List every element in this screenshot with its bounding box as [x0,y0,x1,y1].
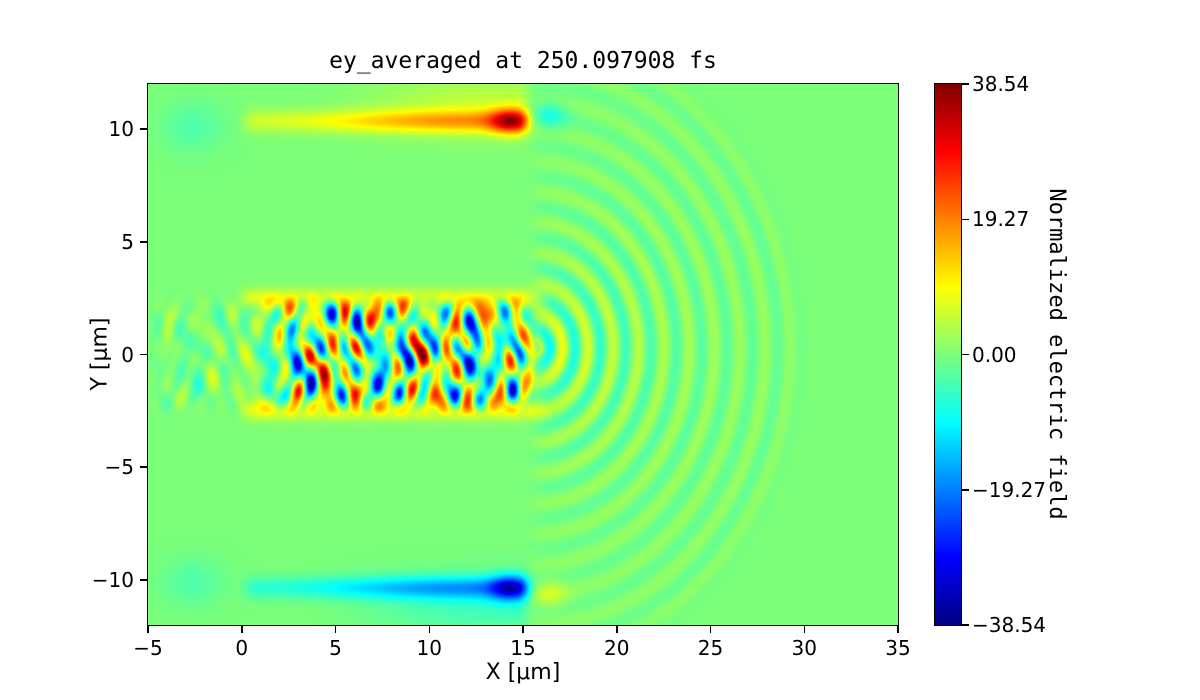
x-tick-label: 30 [791,636,817,660]
x-tick-mark [241,626,243,633]
y-tick-mark [140,128,147,130]
x-tick-label: 25 [697,636,724,660]
y-tick-label: 5 [121,229,134,254]
x-tick-label: 15 [510,636,536,660]
y-tick-mark [140,579,147,581]
y-tick-label: 10 [108,117,134,142]
x-tick-label: 10 [416,636,442,660]
x-tick-mark [428,626,430,633]
y-tick-mark [140,241,147,243]
x-tick-mark [897,626,899,633]
colorbar-tick-label: −19.27 [972,477,1047,502]
x-tick-mark [616,626,618,633]
colorbar-tick-mark [962,353,969,356]
x-tick-label: 20 [604,636,630,660]
x-tick-mark [147,626,149,633]
colorbar-tick-label: −38.54 [972,613,1047,637]
x-tick-label: 0 [235,636,249,660]
x-tick-label: 35 [885,636,911,660]
colorbar-tick-label: 38.54 [972,72,1030,96]
y-tick-mark [140,353,147,356]
colorbar-tick-label: 0.00 [972,342,1017,367]
y-tick-label: 0 [121,342,134,367]
x-tick-mark [709,626,712,633]
y-tick-label: −5 [104,455,134,480]
colorbar-tick-mark [962,83,969,85]
plot-title: ey_averaged at 250.097908 fs [329,48,717,74]
y-tick-label: −10 [91,567,134,592]
y-axis-label: Y [μm] [87,317,113,391]
x-tick-mark [803,626,805,633]
plot-area [147,83,899,626]
x-tick-mark [334,626,337,633]
x-axis-label: X [μm] [485,660,561,685]
colorbar-tick-label: 19.27 [972,207,1030,232]
x-tick-label: 5 [329,636,342,660]
colorbar-tick-mark [962,624,969,626]
x-tick-label: −5 [133,636,163,660]
x-tick-mark [522,626,524,633]
heatmap-canvas [148,84,898,625]
colorbar-frame [934,83,962,626]
colorbar [935,84,961,625]
colorbar-label: Normalized electric field [1044,188,1069,520]
colorbar-tick-mark [962,489,969,491]
y-tick-mark [140,466,147,468]
colorbar-tick-mark [962,218,969,220]
